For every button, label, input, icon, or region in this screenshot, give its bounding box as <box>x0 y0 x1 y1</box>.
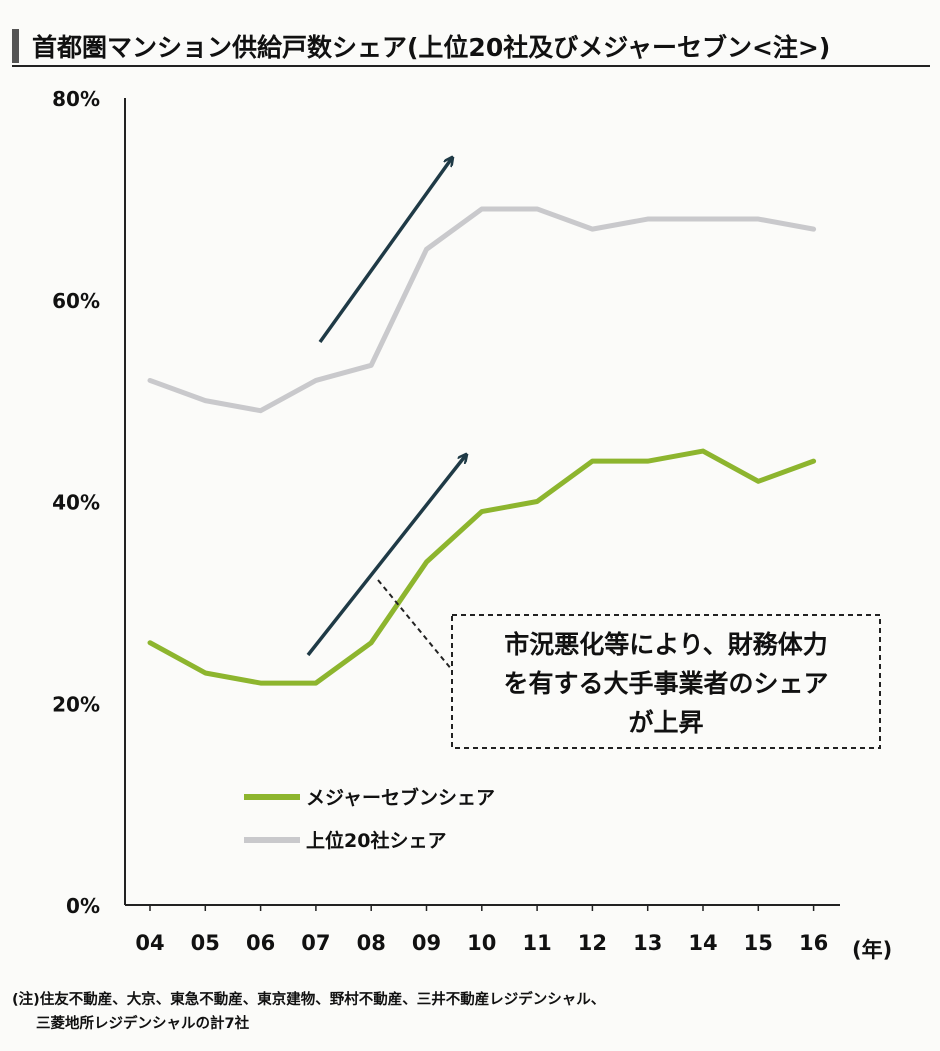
x-tick-label: 05 <box>191 931 220 955</box>
series-layer <box>147 206 817 686</box>
chart-title: 首都圏マンション供給戸数シェア(上位20社及びメジャーセブン<注>) <box>32 33 830 62</box>
legend-label-top20: 上位20社シェア <box>306 829 446 852</box>
annotation-box <box>451 614 881 749</box>
x-tick-label: 11 <box>522 931 551 955</box>
legend-label-major7: メジャーセブンシェア <box>306 786 495 809</box>
x-tick-label: 06 <box>246 931 275 955</box>
x-tick-label: 09 <box>412 931 441 955</box>
annotation-leader-line <box>377 579 453 671</box>
trend-arrow-major7 <box>306 455 466 657</box>
annotation-line-1: 市況悪化等により、財務体力 <box>504 630 828 659</box>
x-tick-label: 14 <box>688 931 717 955</box>
y-tick-label: 60% <box>52 289 100 313</box>
x-tick-label: 10 <box>467 931 496 955</box>
y-tick-label: 20% <box>52 692 100 716</box>
annotation-line-2: を有する大手事業者のシェア <box>503 669 828 698</box>
footnote-line-2: 三菱地所レジデンシャルの計7社 <box>36 1014 250 1032</box>
x-tick-label: 13 <box>633 931 662 955</box>
y-tick-label: 40% <box>52 491 100 515</box>
x-tick-label: 16 <box>799 931 828 955</box>
trend-arrow-top20 <box>318 158 452 344</box>
series-line-top20 <box>147 206 817 414</box>
x-tick-label: 04 <box>135 931 164 955</box>
y-tick-labels: 0% 20% 40% 60% 80% <box>52 87 100 918</box>
series-line-major7 <box>147 448 817 686</box>
y-tick-label: 80% <box>52 87 100 111</box>
title-accent-bar <box>12 29 19 63</box>
footnote-line-1: (注)住友不動産、大京、東急不動産、東京建物、野村不動産、三井不動産レジデンシャ… <box>12 990 605 1008</box>
x-tick-labels: 04 05 06 07 08 09 10 11 12 13 14 15 16 <box>135 905 828 955</box>
x-tick-label: 08 <box>357 931 386 955</box>
annotation-line-3: が上昇 <box>628 708 703 737</box>
legend: メジャーセブンシェア 上位20社シェア <box>244 786 495 852</box>
y-tick-label: 0% <box>66 894 100 918</box>
x-axis-unit: (年) <box>852 938 892 962</box>
x-tick-label: 07 <box>301 931 330 955</box>
x-tick-label: 12 <box>578 931 607 955</box>
x-tick-label: 15 <box>744 931 773 955</box>
